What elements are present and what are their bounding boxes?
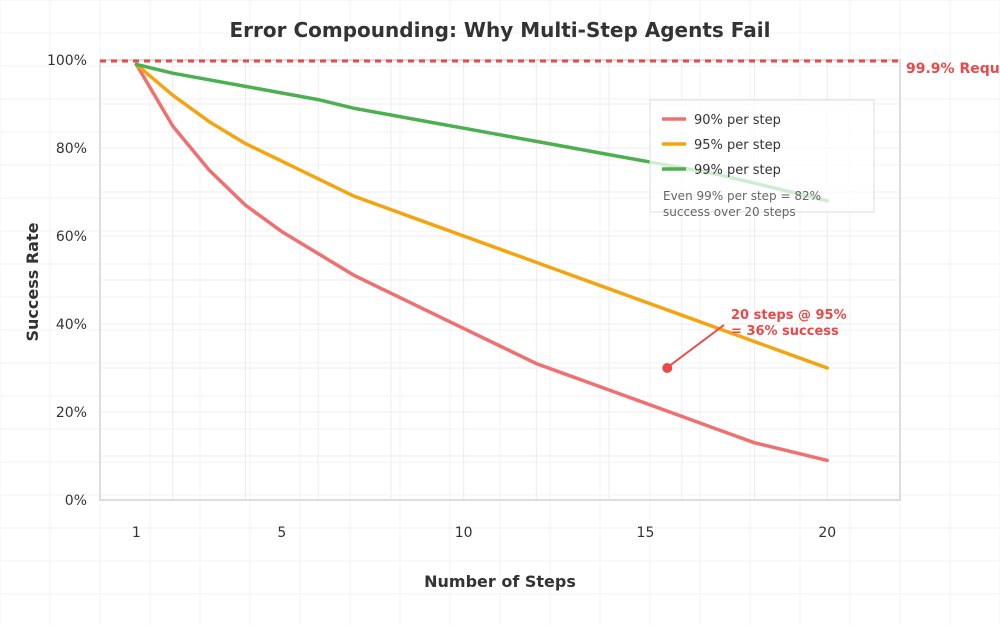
- annotation-line2: = 36% success: [731, 324, 839, 339]
- legend-note-line2: success over 20 steps: [663, 205, 796, 219]
- y-tick-label: 20%: [56, 405, 87, 421]
- annotation: 20 steps @ 95% = 36% success: [662, 308, 847, 373]
- x-tick-label: 1: [132, 525, 141, 541]
- y-tick-label: 80%: [56, 141, 87, 157]
- annotation-line1: 20 steps @ 95%: [731, 308, 847, 323]
- x-tick-label: 5: [277, 525, 286, 541]
- y-tick-label: 40%: [56, 317, 87, 333]
- series-line-2: [134, 62, 830, 370]
- y-tick-label: 60%: [56, 229, 87, 245]
- x-tick-label: 10: [455, 525, 473, 541]
- x-tick-label: 20: [818, 525, 836, 541]
- y-axis-ticks: 0% 20% 40% 60% 80% 100%: [47, 53, 87, 509]
- legend-label: 90% per step: [694, 113, 781, 128]
- x-axis-ticks: 1 5 10 15 20: [132, 525, 836, 541]
- legend-label: 99% per step: [694, 163, 781, 178]
- series-line-1: [134, 62, 830, 463]
- y-tick-label: 0%: [65, 493, 87, 509]
- annotation-point: [662, 363, 673, 373]
- legend-note-line1: Even 99% per step = 82%: [663, 189, 821, 203]
- legend: 90% per step 95% per step 99% per step Eve…: [649, 99, 875, 219]
- reference-line-label: 99.9% Requ: [906, 61, 1000, 77]
- y-axis-label: Success Rate: [23, 222, 42, 341]
- y-tick-label: 100%: [47, 53, 87, 69]
- x-axis-label: Number of Steps: [424, 572, 576, 591]
- legend-items: 90% per step 95% per step 99% per step: [662, 113, 781, 178]
- x-tick-label: 15: [637, 525, 655, 541]
- legend-box: [649, 99, 875, 213]
- chart-title: Error Compounding: Why Multi-Step Agents…: [230, 18, 771, 42]
- annotation-arrow: [668, 324, 725, 367]
- legend-label: 95% per step: [694, 138, 781, 153]
